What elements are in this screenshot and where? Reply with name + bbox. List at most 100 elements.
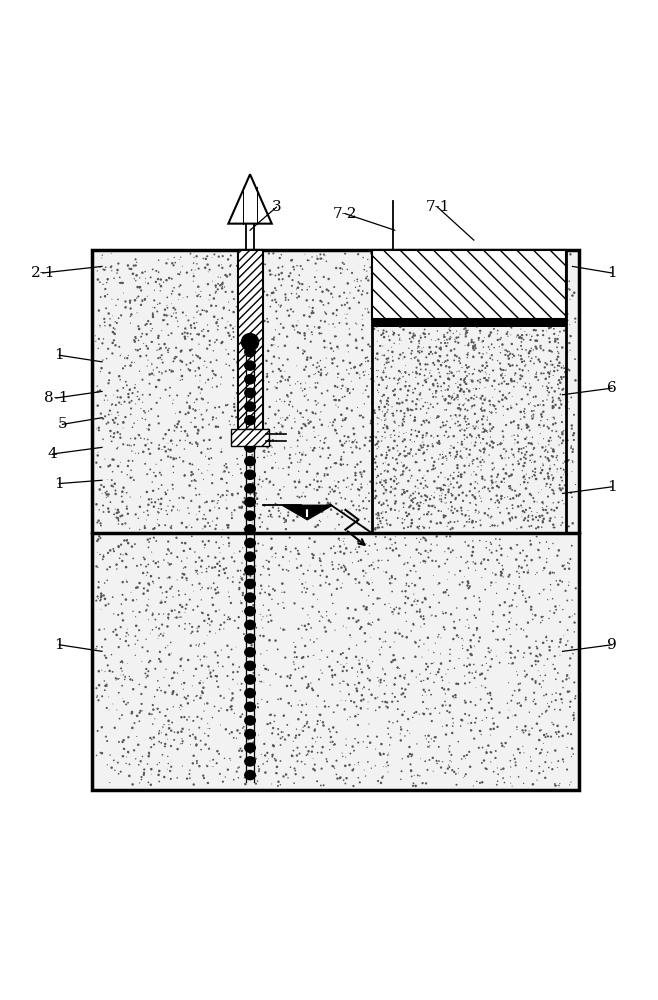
Point — [372, 542, 382, 558]
Point — [408, 402, 418, 418]
Point — [309, 534, 320, 550]
Point — [542, 633, 552, 649]
Point — [262, 643, 272, 659]
Point — [456, 382, 467, 398]
Point — [157, 352, 167, 368]
Point — [488, 480, 499, 496]
Point — [322, 495, 333, 511]
Point — [524, 376, 535, 392]
Point — [161, 546, 172, 562]
Point — [318, 546, 329, 562]
Point — [257, 620, 268, 636]
Point — [271, 765, 282, 781]
Point — [311, 359, 322, 375]
Point — [557, 382, 568, 398]
Point — [148, 521, 159, 537]
Point — [504, 280, 515, 296]
Point — [524, 704, 534, 720]
Point — [470, 480, 480, 496]
Point — [152, 296, 163, 312]
Point — [553, 542, 564, 558]
Point — [399, 689, 410, 705]
Point — [496, 491, 507, 507]
Point — [491, 648, 501, 664]
Point — [339, 256, 349, 272]
Point — [415, 251, 425, 267]
Point — [174, 490, 184, 506]
Point — [517, 268, 527, 284]
Point — [166, 308, 177, 324]
Point — [340, 388, 350, 404]
Point — [216, 369, 226, 385]
Point — [370, 483, 380, 499]
Point — [167, 255, 178, 271]
Point — [538, 563, 548, 579]
Point — [436, 277, 447, 293]
Point — [430, 257, 441, 273]
Point — [290, 376, 301, 392]
Point — [180, 601, 191, 617]
Point — [234, 543, 245, 559]
Point — [157, 477, 167, 493]
Point — [408, 491, 418, 507]
Point — [110, 321, 120, 337]
Point — [213, 487, 224, 503]
Point — [559, 557, 570, 573]
Point — [416, 361, 426, 377]
Point — [185, 342, 195, 358]
Point — [212, 379, 222, 395]
Point — [553, 269, 564, 285]
Point — [381, 246, 392, 262]
Point — [524, 435, 534, 451]
Point — [97, 662, 107, 678]
Point — [141, 559, 151, 575]
Point — [193, 648, 203, 664]
Point — [462, 450, 472, 466]
Point — [508, 747, 519, 763]
Point — [475, 691, 486, 707]
Point — [322, 569, 332, 585]
Point — [538, 763, 549, 779]
Point — [463, 574, 473, 590]
Point — [449, 352, 459, 368]
Point — [482, 372, 493, 388]
Point — [561, 274, 571, 290]
Point — [390, 652, 400, 668]
Point — [534, 267, 545, 283]
Point — [532, 505, 542, 521]
Point — [544, 246, 554, 262]
Point — [347, 444, 357, 460]
Point — [336, 407, 347, 423]
Point — [206, 450, 216, 466]
Point — [535, 268, 545, 284]
Point — [195, 690, 206, 706]
Point — [176, 249, 186, 265]
Point — [424, 326, 434, 342]
Point — [342, 362, 352, 378]
Point — [154, 364, 164, 380]
Point — [521, 439, 532, 455]
Point — [265, 433, 276, 449]
Point — [321, 367, 332, 383]
Point — [126, 354, 137, 370]
Point — [93, 420, 104, 436]
Point — [489, 398, 499, 414]
Point — [130, 330, 141, 346]
Point — [355, 701, 366, 717]
Point — [410, 649, 420, 665]
Point — [520, 375, 531, 391]
Point — [482, 424, 493, 440]
Point — [500, 270, 511, 286]
Point — [559, 423, 569, 439]
Point — [507, 497, 518, 513]
Point — [374, 745, 385, 761]
Point — [357, 356, 367, 372]
Point — [134, 445, 144, 461]
Point — [236, 570, 247, 586]
Point — [554, 358, 565, 374]
Point — [545, 319, 556, 335]
Point — [388, 450, 398, 466]
Point — [336, 418, 347, 434]
Point — [182, 395, 192, 411]
Point — [330, 545, 340, 561]
